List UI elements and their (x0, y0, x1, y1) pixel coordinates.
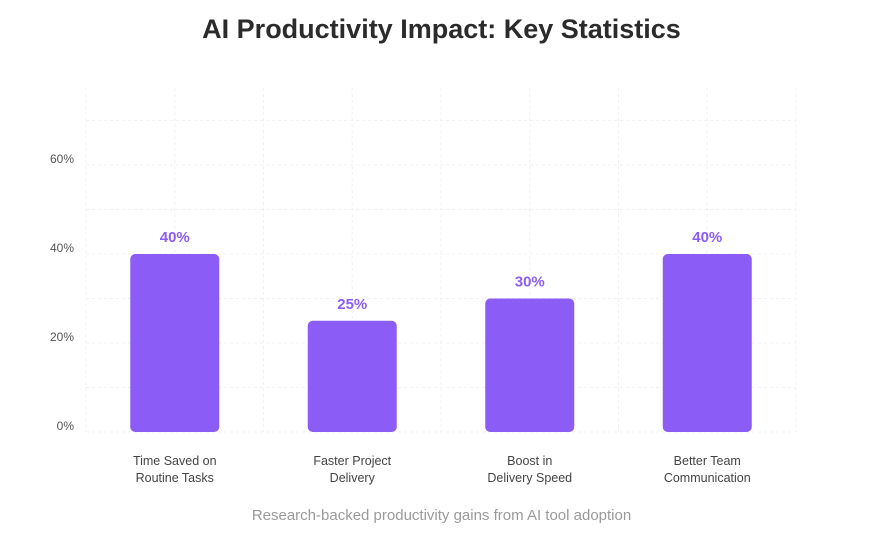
category-label-line: Delivery (330, 471, 376, 485)
bar (130, 254, 220, 432)
category-label-line: Routine Tasks (136, 471, 214, 485)
category-label-line: Time Saved on (133, 454, 217, 468)
chart-title: AI Productivity Impact: Key Statistics (202, 14, 681, 44)
bars (130, 254, 752, 432)
data-label: 40% (692, 229, 722, 246)
y-tick-label: 40% (50, 241, 74, 255)
bar (485, 298, 575, 432)
category-label-line: Faster Project (313, 454, 391, 468)
category-label-line: Communication (664, 471, 751, 485)
bar (662, 254, 752, 432)
data-label: 25% (337, 296, 367, 313)
category-label-line: Boost in (507, 454, 552, 468)
category-label-line: Delivery Speed (487, 471, 572, 485)
data-label: 30% (515, 274, 545, 291)
data-label: 40% (160, 229, 190, 246)
y-tick-label: 0% (57, 419, 75, 433)
category-label: Boost in Delivery Speed (487, 454, 572, 485)
category-label-line: Better Team (674, 454, 741, 468)
category-label: Better Team Communication (664, 454, 751, 485)
grid-lines (85, 88, 797, 433)
category-label: Faster Project Delivery (313, 454, 391, 485)
category-label: Time Saved on Routine Tasks (133, 454, 217, 485)
y-tick-label: 60% (50, 152, 74, 166)
chart-caption: Research-backed productivity gains from … (251, 507, 632, 524)
y-axis-ticks: 0% 20% 40% 60% (50, 152, 74, 433)
category-labels: Time Saved on Routine Tasks Faster Project… (133, 454, 751, 485)
y-tick-label: 20% (50, 330, 74, 344)
data-labels: 40% 25% 30% 40% (160, 229, 723, 313)
bar (307, 320, 397, 432)
